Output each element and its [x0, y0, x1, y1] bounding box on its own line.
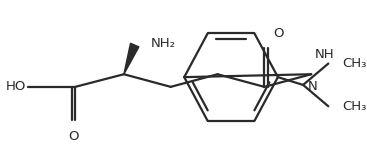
Text: NH: NH	[315, 48, 334, 61]
Text: CH₃: CH₃	[343, 57, 367, 70]
Text: NH₂: NH₂	[151, 37, 176, 50]
Polygon shape	[124, 43, 139, 74]
Text: CH₃: CH₃	[343, 100, 367, 113]
Text: HO: HO	[6, 80, 27, 93]
Text: O: O	[273, 27, 284, 40]
Text: O: O	[68, 130, 79, 143]
Text: N: N	[308, 80, 317, 93]
